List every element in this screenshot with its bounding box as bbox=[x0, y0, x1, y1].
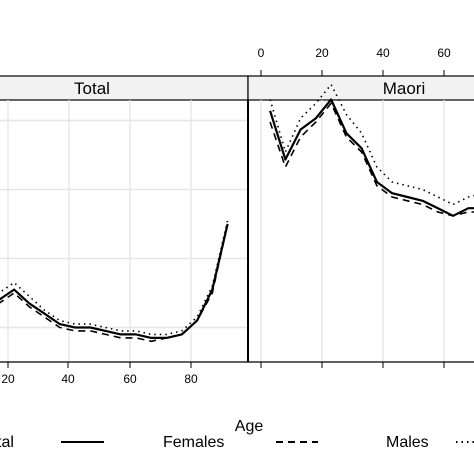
series-line-males bbox=[0, 220, 229, 336]
series-line-females bbox=[269, 102, 474, 217]
tick-label: 60 bbox=[437, 46, 451, 60]
tick-label: 80 bbox=[184, 372, 198, 386]
tick-label: 0 bbox=[258, 46, 265, 60]
strip-total bbox=[0, 75, 249, 101]
tick-label: 40 bbox=[61, 372, 75, 386]
tick-label: 40 bbox=[376, 46, 390, 60]
series-total bbox=[0, 220, 229, 343]
legend-label-females: Females bbox=[163, 434, 224, 451]
strip-label-total: Total bbox=[74, 79, 110, 98]
tick-label: 20 bbox=[315, 46, 329, 60]
legend-label-males: Males bbox=[386, 434, 429, 451]
grid-total bbox=[0, 100, 248, 362]
panel-maori: 0 20 40 60 Maori bbox=[247, 46, 474, 368]
x-ticks-bottom-maori bbox=[260, 362, 445, 368]
legend-label-total: tal bbox=[0, 434, 14, 451]
grid-maori bbox=[260, 100, 445, 362]
tick-label: 20 bbox=[1, 372, 15, 386]
series-line-females bbox=[0, 223, 229, 343]
tick-label: 60 bbox=[123, 372, 137, 386]
strip-label-maori: Maori bbox=[383, 79, 426, 98]
series-line-total bbox=[269, 98, 474, 217]
series-line-total bbox=[0, 223, 229, 339]
strip-maori bbox=[247, 75, 474, 101]
series-line-males bbox=[269, 83, 474, 206]
legend: tal Females Males bbox=[0, 434, 474, 451]
panel-total: Total 20 40 60 80 bbox=[0, 75, 249, 386]
x-ticks-bottom: 20 40 60 80 bbox=[1, 362, 198, 386]
x-ticks-top: 0 20 40 60 bbox=[258, 46, 451, 76]
series-maori bbox=[269, 83, 474, 217]
x-axis-title: Age bbox=[235, 418, 264, 435]
